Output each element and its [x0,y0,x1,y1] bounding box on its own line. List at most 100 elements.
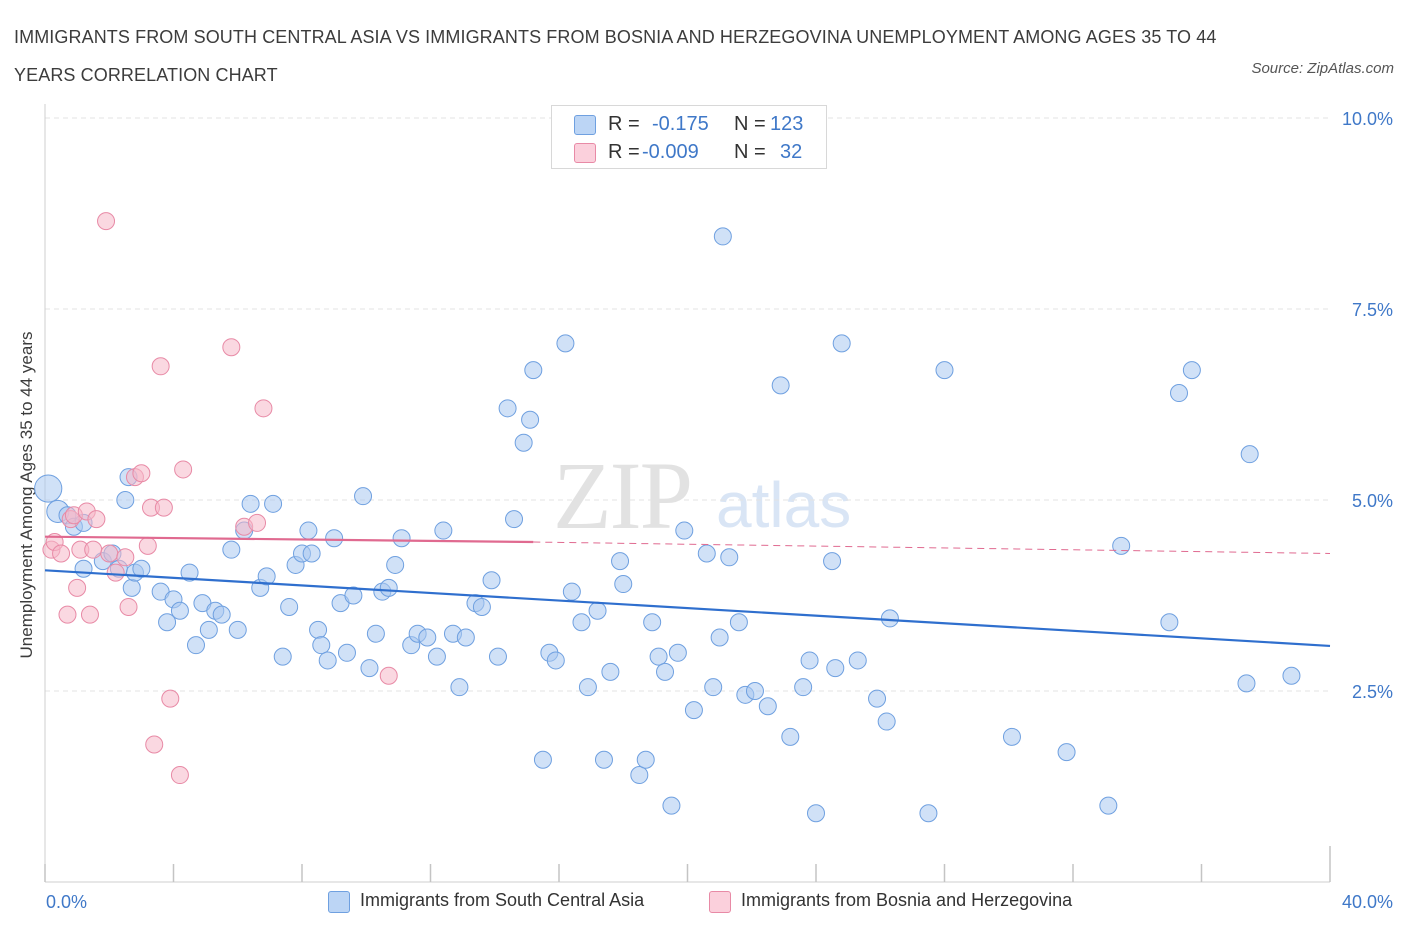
data-point-south-central-asia [807,804,825,823]
data-point-south-central-asia [299,521,318,540]
data-point-south-central-asia [122,578,141,597]
data-point-bosnia [58,605,77,624]
data-point-south-central-asia [222,540,241,559]
data-point-bosnia [379,666,398,685]
data-point-south-central-asia [720,548,739,567]
data-point-south-central-asia [704,678,723,697]
data-point-south-central-asia [482,571,501,590]
data-point-bosnia [151,357,170,376]
data-point-south-central-asia [1002,727,1021,746]
data-point-south-central-asia [354,487,373,506]
data-point-south-central-asia [1160,613,1179,632]
data-point-south-central-asia [180,563,199,582]
data-point-south-central-asia [594,750,613,769]
data-point-south-central-asia [662,796,681,815]
data-point-south-central-asia [713,227,732,246]
data-point-south-central-asia [935,361,954,380]
data-point-south-central-asia [337,643,356,662]
data-point-south-central-asia [241,494,260,513]
data-point-south-central-asia [800,651,819,670]
bottom-legend-swatch-blue [328,891,350,913]
legend-r-label: R = [608,141,640,163]
data-point-south-central-asia [1282,666,1301,685]
data-point-south-central-asia [729,613,748,632]
data-point-bosnia [52,544,71,563]
source-label: Source: ZipAtlas.com [1251,60,1394,77]
data-point-bosnia [116,548,135,567]
data-point-south-central-asia [514,433,533,452]
data-point-south-central-asia [636,750,655,769]
data-point-south-central-asia [116,491,135,509]
data-point-south-central-asia [1237,674,1256,693]
watermark-zip: ZIP [553,442,693,549]
data-point-south-central-asia [472,597,491,616]
trend-line-south-central-asia [44,569,1331,648]
data-point-south-central-asia [386,555,405,574]
data-point-south-central-asia [771,376,790,395]
data-point-bosnia [132,464,151,483]
data-point-bosnia [80,605,99,624]
data-point-south-central-asia [656,662,675,681]
data-point-south-central-asia [427,647,446,666]
legend-swatch-pink [574,143,596,163]
correlation-legend: R = -0.175 N = 123 R = -0.009 N = 32 [551,105,827,169]
legend-n-label: N = [734,113,766,135]
legend-n-value: 32 [780,141,803,163]
data-point-south-central-asia [611,552,630,571]
data-point-south-central-asia [697,544,716,563]
data-point-south-central-asia [556,334,575,353]
data-point-bosnia [145,735,164,754]
bottom-legend-swatch-pink [709,891,731,913]
data-point-south-central-asia [505,510,524,529]
data-point-south-central-asia [578,678,597,697]
data-point-south-central-asia [794,678,813,697]
trend-line-bosnia [44,535,534,544]
y-tick-label: 2.5% [1352,682,1393,702]
data-point-south-central-asia [868,689,887,708]
data-point-south-central-asia [379,578,398,597]
data-point-south-central-asia [456,628,475,647]
data-point-south-central-asia [877,712,896,731]
data-point-south-central-asia [318,651,337,670]
data-point-south-central-asia [533,750,552,769]
data-point-south-central-asia [392,529,411,548]
data-point-south-central-asia [1112,536,1131,555]
data-point-south-central-asia [360,659,379,678]
data-point-south-central-asia [257,567,276,586]
data-point-south-central-asia [919,804,938,823]
data-point-bosnia [100,544,119,563]
data-point-south-central-asia [668,643,687,662]
data-point-south-central-asia [309,620,328,639]
data-point-south-central-asia [630,766,649,785]
data-point-south-central-asia [34,474,63,503]
data-point-south-central-asia [344,586,363,605]
chart-title: IMMIGRANTS FROM SOUTH CENTRAL ASIA VS IM… [14,27,1217,85]
data-point-south-central-asia [450,678,469,697]
y-tick-label: 7.5% [1352,300,1393,320]
data-point-bosnia [170,766,189,785]
data-point-south-central-asia [643,613,662,632]
data-point-south-central-asia [1240,445,1259,464]
data-point-south-central-asia [562,582,581,601]
data-point-south-central-asia [521,410,540,429]
watermark-atlas: atlas [716,469,852,541]
data-point-south-central-asia [170,601,189,620]
data-point-bosnia [254,399,273,418]
data-point-south-central-asia [614,575,633,594]
legend-r-label: R = [608,113,640,135]
data-point-bosnia [174,460,193,479]
data-point-south-central-asia [601,662,620,681]
data-point-south-central-asia [758,697,777,716]
data-point-bosnia [97,212,116,231]
bottom-legend-label-pink: Immigrants from Bosnia and Herzegovina [741,890,1073,910]
x-tick-label: 0.0% [46,892,87,912]
data-point-south-central-asia [418,628,437,647]
bottom-legend-label-blue: Immigrants from South Central Asia [360,890,645,910]
data-point-bosnia [119,597,138,616]
data-point-bosnia [87,510,106,529]
data-point-south-central-asia [524,361,543,380]
y-tick-label: 10.0% [1342,109,1393,129]
data-point-south-central-asia [546,651,565,670]
data-point-south-central-asia [199,620,218,639]
